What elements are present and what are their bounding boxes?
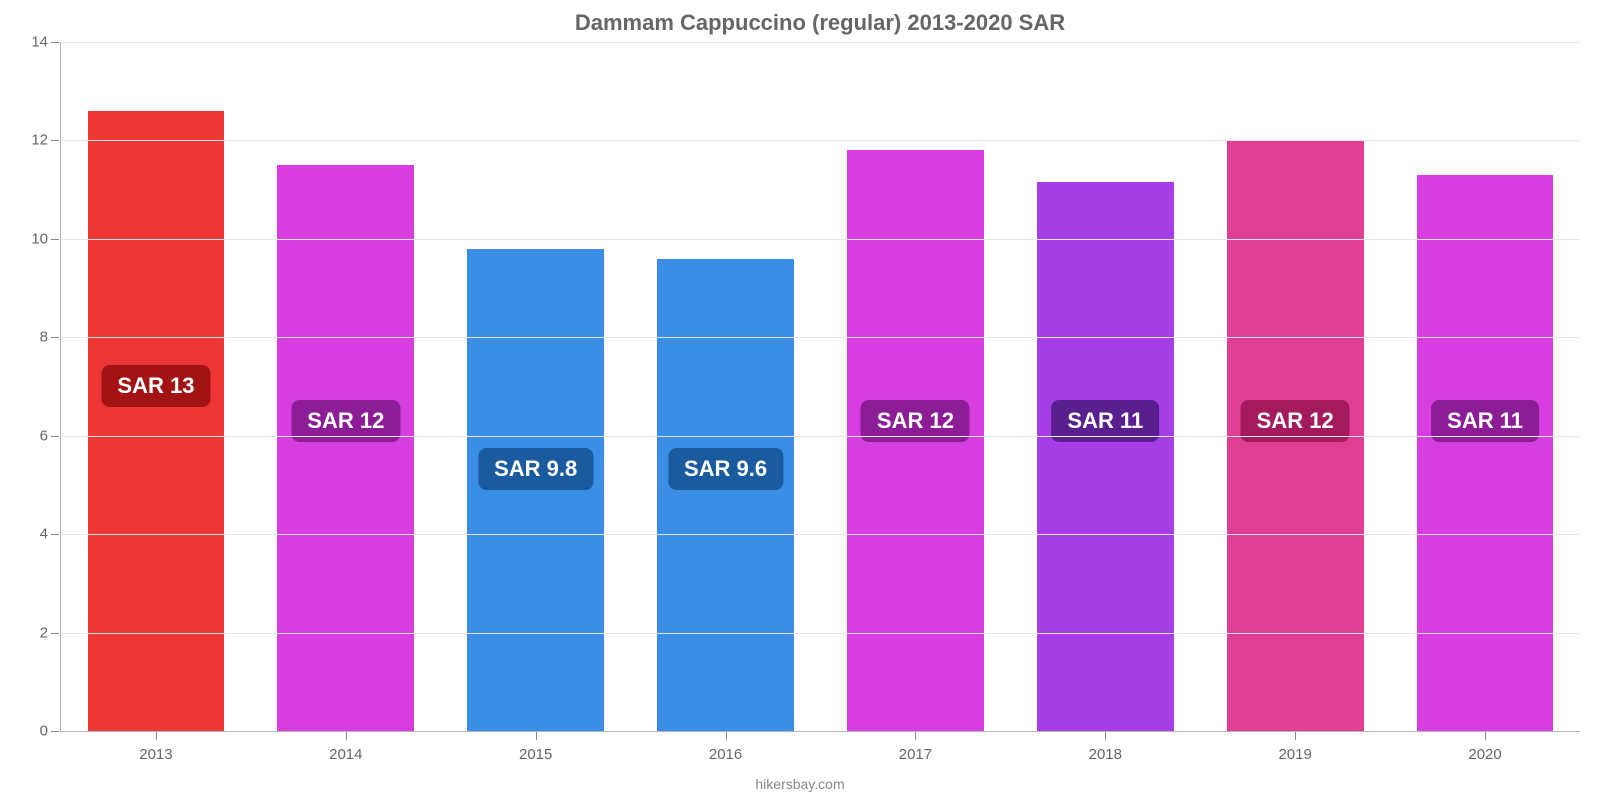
bar-slot: SAR 122014 xyxy=(251,42,441,731)
y-tick-label: 4 xyxy=(16,526,48,543)
x-tick xyxy=(536,732,537,740)
grid-line xyxy=(61,633,1580,634)
grid-line xyxy=(61,239,1580,240)
x-tick xyxy=(915,732,916,740)
bars-container: SAR 132013SAR 122014SAR 9.82015SAR 9.620… xyxy=(61,42,1580,731)
y-tick-label: 8 xyxy=(16,329,48,346)
grid-line xyxy=(61,337,1580,338)
credit-text: hikersbay.com xyxy=(755,776,844,792)
price-chart: Dammam Cappuccino (regular) 2013-2020 SA… xyxy=(0,0,1600,800)
bar xyxy=(657,259,794,731)
bar xyxy=(1037,182,1174,731)
x-tick xyxy=(156,732,157,740)
y-tick xyxy=(51,140,59,141)
x-tick-label: 2013 xyxy=(139,746,172,763)
value-label: SAR 13 xyxy=(101,365,210,407)
x-tick-label: 2017 xyxy=(899,746,932,763)
y-tick xyxy=(51,337,59,338)
grid-line xyxy=(61,140,1580,141)
y-tick xyxy=(51,731,59,732)
x-tick-label: 2015 xyxy=(519,746,552,763)
value-label: SAR 9.6 xyxy=(668,448,783,490)
bar xyxy=(1417,175,1554,731)
bar-slot: SAR 122019 xyxy=(1200,42,1390,731)
x-tick xyxy=(346,732,347,740)
bar-slot: SAR 132013 xyxy=(61,42,251,731)
y-tick xyxy=(51,42,59,43)
y-tick-label: 10 xyxy=(16,230,48,247)
x-tick xyxy=(1485,732,1486,740)
y-tick-label: 14 xyxy=(16,34,48,51)
bar xyxy=(88,111,225,731)
bar-slot: SAR 9.82015 xyxy=(441,42,631,731)
value-label: SAR 9.8 xyxy=(478,448,593,490)
x-tick xyxy=(1295,732,1296,740)
grid-line xyxy=(61,436,1580,437)
x-tick-label: 2020 xyxy=(1468,746,1501,763)
bar-slot: SAR 112020 xyxy=(1390,42,1580,731)
chart-title: Dammam Cappuccino (regular) 2013-2020 SA… xyxy=(60,10,1580,36)
y-tick xyxy=(51,436,59,437)
x-tick-label: 2014 xyxy=(329,746,362,763)
grid-line xyxy=(61,42,1580,43)
bar-slot: SAR 9.62016 xyxy=(631,42,821,731)
y-tick-label: 0 xyxy=(16,723,48,740)
y-tick xyxy=(51,534,59,535)
bar xyxy=(277,165,414,731)
grid-line xyxy=(61,534,1580,535)
bar-slot: SAR 122017 xyxy=(821,42,1011,731)
x-tick-label: 2018 xyxy=(1089,746,1122,763)
y-tick xyxy=(51,239,59,240)
y-tick xyxy=(51,633,59,634)
x-tick-label: 2019 xyxy=(1279,746,1312,763)
y-tick-label: 2 xyxy=(16,624,48,641)
x-tick xyxy=(1105,732,1106,740)
x-tick-label: 2016 xyxy=(709,746,742,763)
plot-area: SAR 132013SAR 122014SAR 9.82015SAR 9.620… xyxy=(60,42,1580,732)
x-tick xyxy=(726,732,727,740)
y-tick-label: 6 xyxy=(16,427,48,444)
bar-slot: SAR 112018 xyxy=(1010,42,1200,731)
y-tick-label: 12 xyxy=(16,132,48,149)
